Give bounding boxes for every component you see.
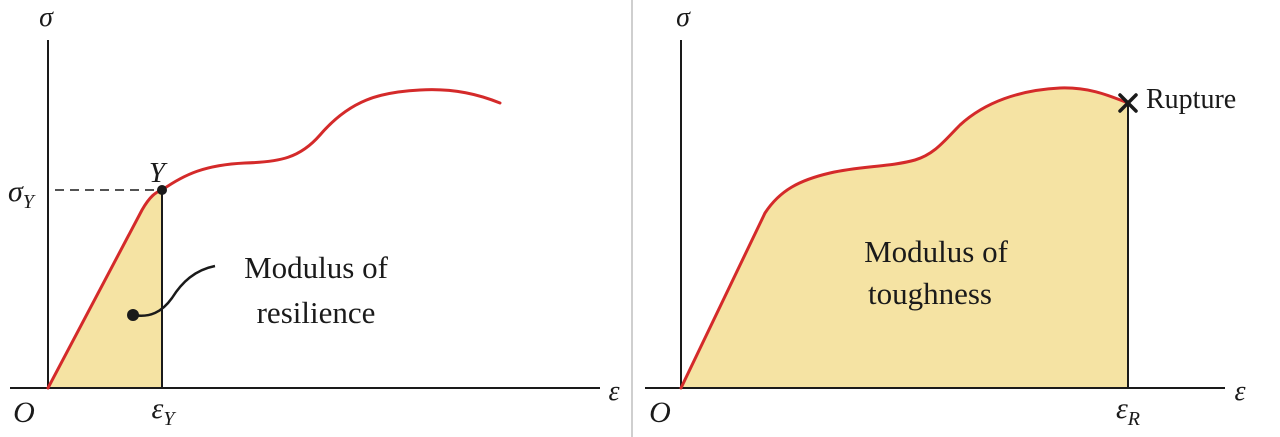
yield-stress-label: σY bbox=[8, 175, 36, 213]
left-panel: σ ε O Y σY εY Modulus of resilience bbox=[8, 2, 620, 430]
resilience-label-line2: resilience bbox=[257, 295, 376, 330]
resilience-label-line1: Modulus of bbox=[244, 250, 388, 285]
rupture-label: Rupture bbox=[1146, 84, 1236, 115]
right-x-axis-label: ε bbox=[1234, 376, 1245, 407]
resilience-pointer-dot bbox=[127, 309, 139, 321]
toughness-label-line1: Modulus of bbox=[864, 234, 1008, 269]
yield-point-label: Y bbox=[149, 157, 168, 189]
left-x-axis-label: ε bbox=[608, 376, 619, 407]
resilience-pointer bbox=[132, 264, 216, 317]
right-stress-strain-curve bbox=[679, 86, 1130, 390]
rupture-strain-label: εR bbox=[1116, 392, 1140, 430]
toughness-area bbox=[681, 87, 1128, 388]
rupture-x-marker bbox=[1118, 93, 1138, 113]
toughness-label-line2: toughness bbox=[868, 276, 992, 311]
yield-point-marker bbox=[157, 185, 167, 195]
left-y-axis-label: σ bbox=[39, 2, 54, 33]
yield-strain-label: εY bbox=[152, 392, 177, 430]
right-panel: σ ε O Rupture εR Modulus of toughness bbox=[645, 2, 1246, 430]
resilience-area bbox=[48, 190, 162, 388]
right-origin-label: O bbox=[649, 396, 671, 429]
left-origin-label: O bbox=[13, 396, 35, 429]
right-y-axis-label: σ bbox=[676, 2, 691, 33]
